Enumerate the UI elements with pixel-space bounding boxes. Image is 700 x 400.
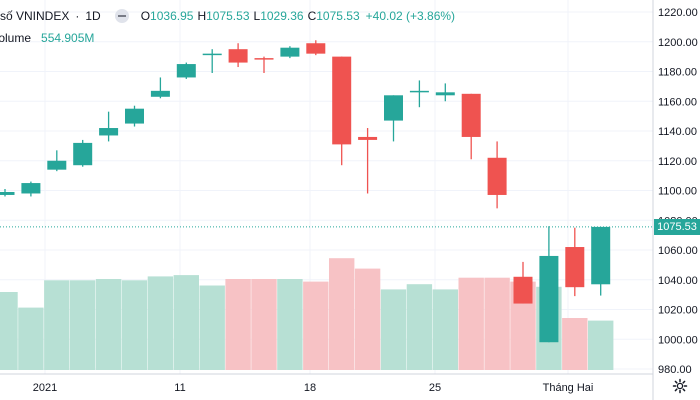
price-tick-label: 1220.00 <box>658 7 698 19</box>
low-label: L <box>253 9 261 23</box>
volume-bars <box>0 258 614 370</box>
volume-bar <box>18 307 44 370</box>
candle-body <box>202 53 222 56</box>
open-value: 1036.95 <box>150 9 194 23</box>
volume-bar <box>199 285 225 370</box>
price-tick-label: 1180.00 <box>658 67 697 79</box>
hide-series-icon[interactable] <box>114 9 129 23</box>
candle-body <box>461 93 481 137</box>
time-tick-label: 2021 <box>33 382 57 394</box>
change-value: +40.02 (+3.86%) <box>365 9 456 23</box>
volume-bar <box>173 275 199 370</box>
candle-body <box>358 136 378 140</box>
open-label: O <box>140 9 151 23</box>
price-axis[interactable]: 980.001000.001020.001040.001060.001080.0… <box>652 0 698 400</box>
candle-body <box>280 47 300 57</box>
candle-body <box>47 160 67 170</box>
time-tick-label: 25 <box>429 382 441 394</box>
price-tick-label: 1100.00 <box>658 186 697 198</box>
symbol-name[interactable]: số VNINDEX <box>0 9 70 23</box>
candle-body <box>73 142 93 166</box>
candle-body <box>99 128 119 136</box>
candle-body <box>513 276 533 304</box>
timeframe[interactable]: 1D <box>85 9 101 23</box>
volume-bar <box>406 284 433 370</box>
candle-body <box>384 95 403 121</box>
candle-body <box>487 157 507 195</box>
candle-body <box>125 108 144 124</box>
volume-bar <box>225 279 251 370</box>
candle-body <box>565 247 585 288</box>
volume-bar <box>147 276 174 370</box>
volume-bar <box>251 279 277 370</box>
price-tick-label: 1020.00 <box>658 305 698 317</box>
candle-body <box>591 226 611 285</box>
gear-icon[interactable] <box>672 378 688 394</box>
last-price-badge: 1075.53 <box>654 218 700 235</box>
price-tick-label: 1060.00 <box>658 245 698 257</box>
time-tick-label: 11 <box>174 382 185 394</box>
candle-body <box>539 255 559 343</box>
candle-body <box>409 90 429 93</box>
volume-bar <box>588 320 614 370</box>
volume-bar <box>380 289 407 370</box>
volume-bar <box>121 280 148 370</box>
price-tick-label: 1160.00 <box>658 96 697 108</box>
candle-body <box>150 90 170 97</box>
volume-bar <box>277 279 303 370</box>
price-tick-label: 1140.00 <box>658 126 697 138</box>
volume-bar <box>44 280 70 370</box>
legend-volume: Volume 554.905M <box>0 31 94 45</box>
volume-bar <box>432 289 458 370</box>
price-tick-label: 1200.00 <box>658 37 698 49</box>
candle-body <box>306 43 326 54</box>
low-value: 1029.36 <box>260 9 304 23</box>
volume-bar <box>562 318 588 370</box>
price-tick-label: 980.00 <box>658 364 692 376</box>
price-candles <box>0 40 611 343</box>
volume-bar <box>484 277 510 370</box>
time-tick-label: 18 <box>304 382 316 394</box>
time-tick-label: Tháng Hai <box>543 382 594 394</box>
volume-value: 554.905M <box>41 31 95 45</box>
candle-body <box>228 49 248 63</box>
high-value: 1075.53 <box>206 9 250 23</box>
price-tick-label: 1040.00 <box>658 275 698 287</box>
price-tick-label: 1120.00 <box>658 156 697 168</box>
candle-body <box>176 64 196 78</box>
volume-bar <box>0 292 18 370</box>
volume-bar <box>458 277 484 370</box>
candle-body <box>254 58 274 60</box>
legend-ohlc: số VNINDEX · 1D O 1036.95 H 1075.53 L 10… <box>0 9 456 23</box>
volume-label[interactable]: Volume <box>0 31 32 45</box>
close-label: C <box>307 9 317 23</box>
volume-bar <box>70 280 96 370</box>
volume-bar <box>329 258 355 370</box>
volume-bar <box>95 279 122 370</box>
volume-bar <box>303 281 329 370</box>
candle-body <box>332 56 352 145</box>
high-label: H <box>197 9 207 23</box>
volume-bar <box>354 268 381 370</box>
price-tick-label: 1000.00 <box>658 334 698 346</box>
close-value: 1075.53 <box>316 9 360 23</box>
time-axis[interactable]: 2021 11 18 25 Tháng Hai <box>0 373 653 394</box>
candle-body <box>0 191 15 195</box>
candle-body <box>435 92 455 96</box>
candle-body <box>21 183 41 194</box>
